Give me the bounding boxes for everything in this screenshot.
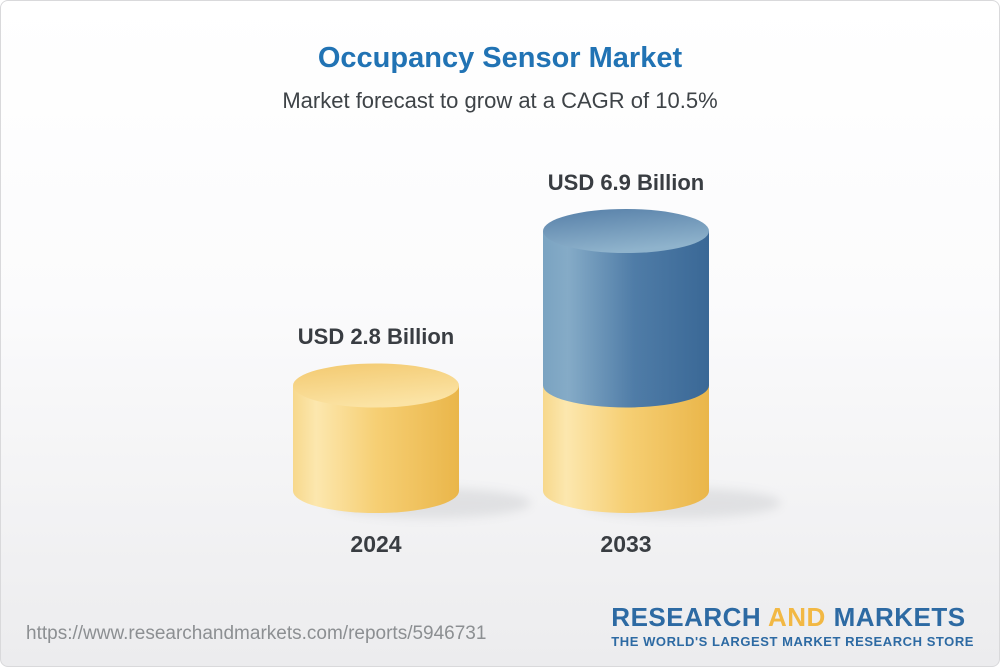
value-label: USD 2.8 Billion [297, 324, 455, 350]
cylinder-growth-segment [543, 231, 709, 408]
cylinder-base-segment [293, 385, 459, 513]
brand-word-and: AND [767, 602, 826, 632]
cylinder-top-face [293, 363, 459, 408]
brand-logo: RESEARCH AND MARKETS THE WORLD'S LARGEST… [611, 604, 974, 649]
cylinder-2033 [543, 209, 781, 518]
brand-logo-wordmark: RESEARCH AND MARKETS [611, 604, 974, 630]
cylinder-top-face [543, 209, 709, 253]
value-label: USD 6.9 Billion [547, 170, 705, 195]
category-label: 2033 [600, 531, 652, 557]
brand-tagline: THE WORLD'S LARGEST MARKET RESEARCH STOR… [611, 634, 974, 649]
category-label: 2024 [350, 531, 402, 557]
brand-word-markets: MARKETS [833, 602, 966, 632]
brand-word-research: RESEARCH [611, 602, 762, 632]
cylinder-2024 [293, 363, 531, 518]
page-subtitle: Market forecast to grow at a CAGR of 10.… [282, 88, 718, 113]
header: Occupancy Sensor Market Market forecast … [1, 1, 999, 115]
page-title: Occupancy Sensor Market [317, 42, 683, 74]
cylinder-base-segment [543, 385, 709, 513]
source-url: https://www.researchandmarkets.com/repor… [26, 623, 487, 644]
